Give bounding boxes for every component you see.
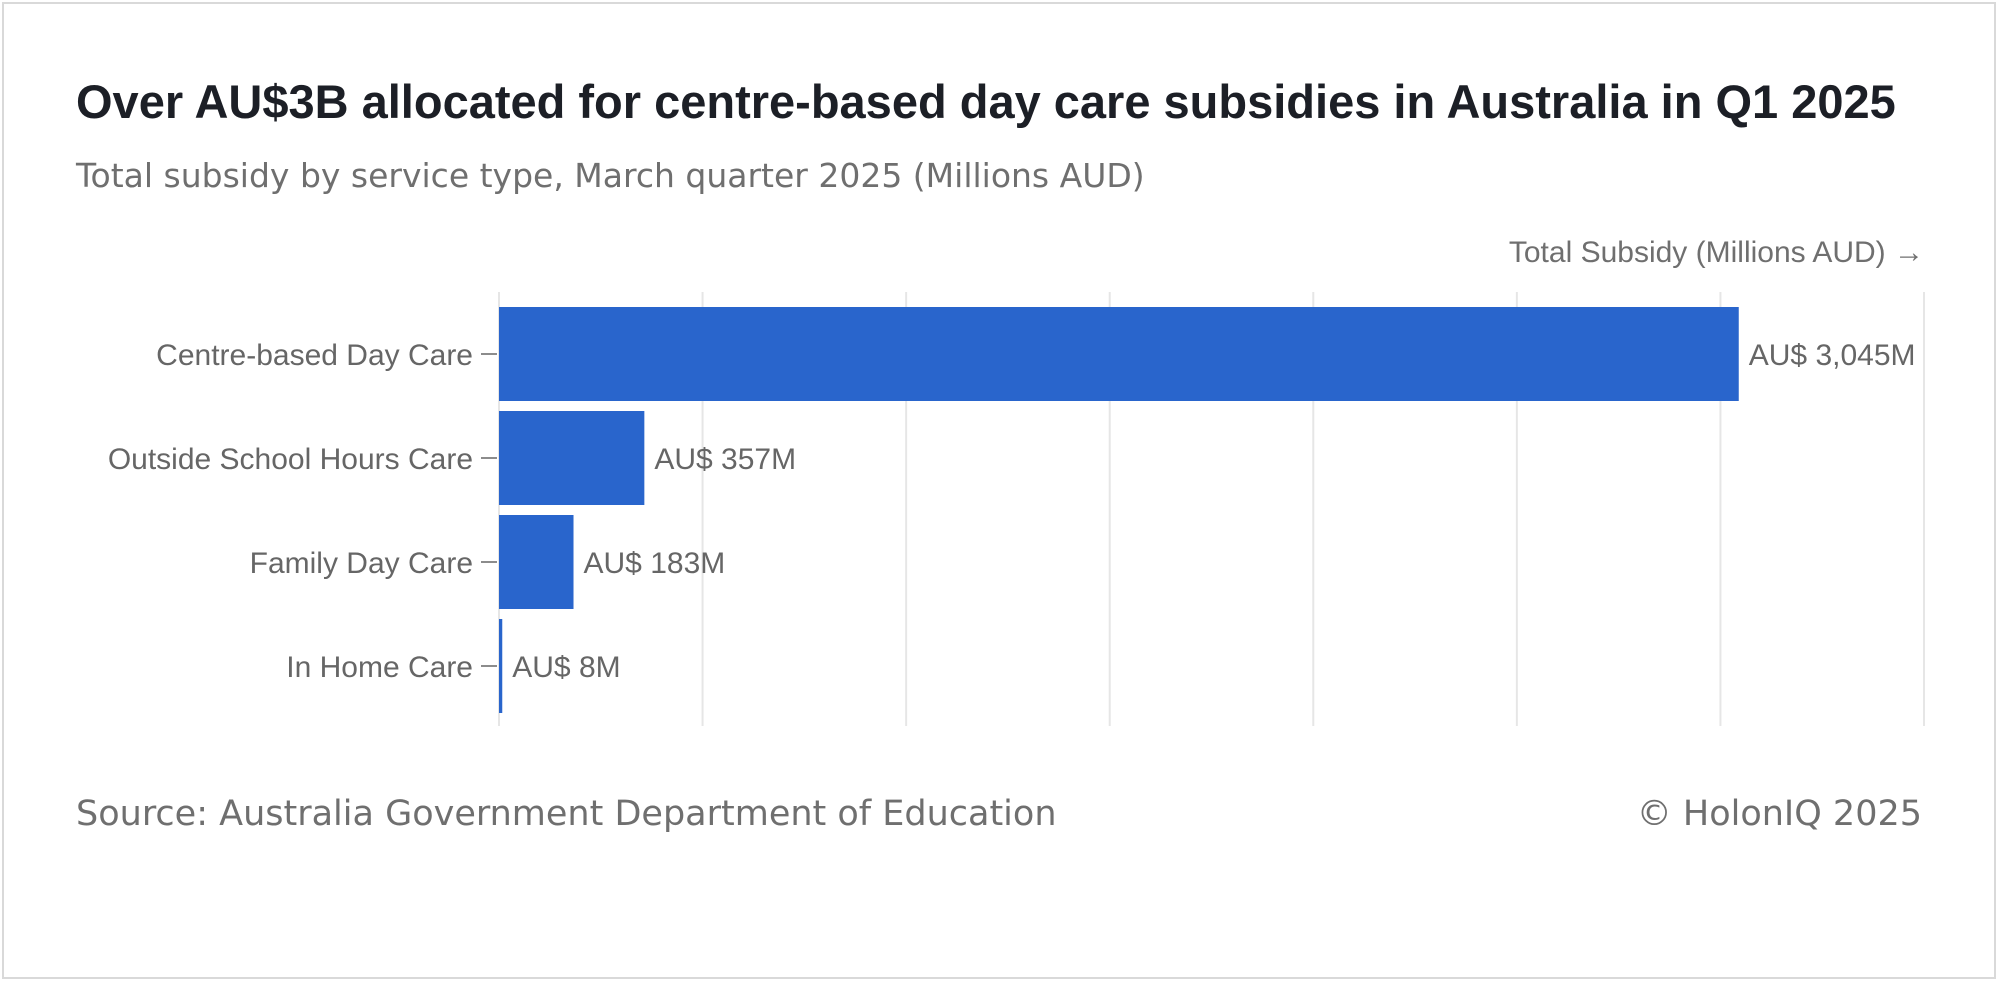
copyright-note: © HolonIQ 2025 (1636, 794, 1922, 834)
chart-title: Over AU$3B allocated for centre-based da… (76, 75, 1896, 128)
bar-value-label: AU$ 183M (584, 547, 726, 580)
bar (499, 619, 503, 713)
category-label: Family Day Care (250, 547, 473, 580)
bar-value-label: AU$ 357M (654, 443, 796, 476)
bar-chart: AU$ 3,045M AU$ 357M AU$ 183M AU$ 8M Centre-… (108, 236, 1925, 726)
source-note: Source: Australia Government Department … (76, 794, 1057, 834)
category-labels: Centre-based Day Care Outside School Hour… (108, 339, 497, 684)
bar (499, 515, 574, 609)
category-label: In Home Care (286, 651, 473, 684)
bar-value-label: AU$ 3,045M (1749, 339, 1916, 372)
x-axis-title: Total Subsidy (Millions AUD) → (1509, 236, 1924, 269)
chart-subtitle: Total subsidy by service type, March qua… (76, 156, 1145, 195)
bar-value-label: AU$ 8M (512, 651, 620, 684)
bar (499, 307, 1739, 401)
category-label: Outside School Hours Care (108, 443, 473, 476)
bar (499, 411, 645, 505)
category-label: Centre-based Day Care (156, 339, 473, 372)
bars: AU$ 3,045M AU$ 357M AU$ 183M AU$ 8M (499, 307, 1916, 713)
